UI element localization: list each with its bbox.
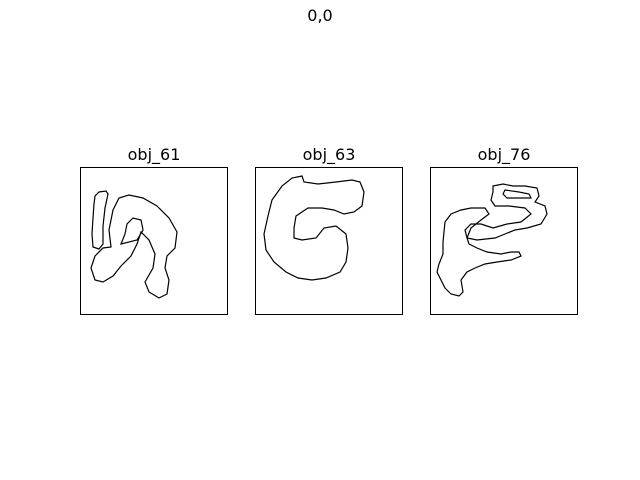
mask-outline-canvas (255, 167, 403, 315)
figure-title: 0,0 (307, 6, 333, 25)
panel-title: obj_76 (477, 145, 531, 164)
panel-title: obj_61 (127, 145, 181, 164)
panel-obj-61: obj_61 (80, 145, 228, 315)
object-contour (263, 175, 365, 281)
panel-title: obj_63 (302, 145, 356, 164)
panel-obj-63: obj_63 (255, 145, 403, 315)
object-contour (90, 190, 178, 299)
panel-obj-76: obj_76 (430, 145, 578, 315)
mask-outline-canvas (430, 167, 578, 315)
mask-outline-canvas (80, 167, 228, 315)
object-contour (436, 183, 548, 297)
